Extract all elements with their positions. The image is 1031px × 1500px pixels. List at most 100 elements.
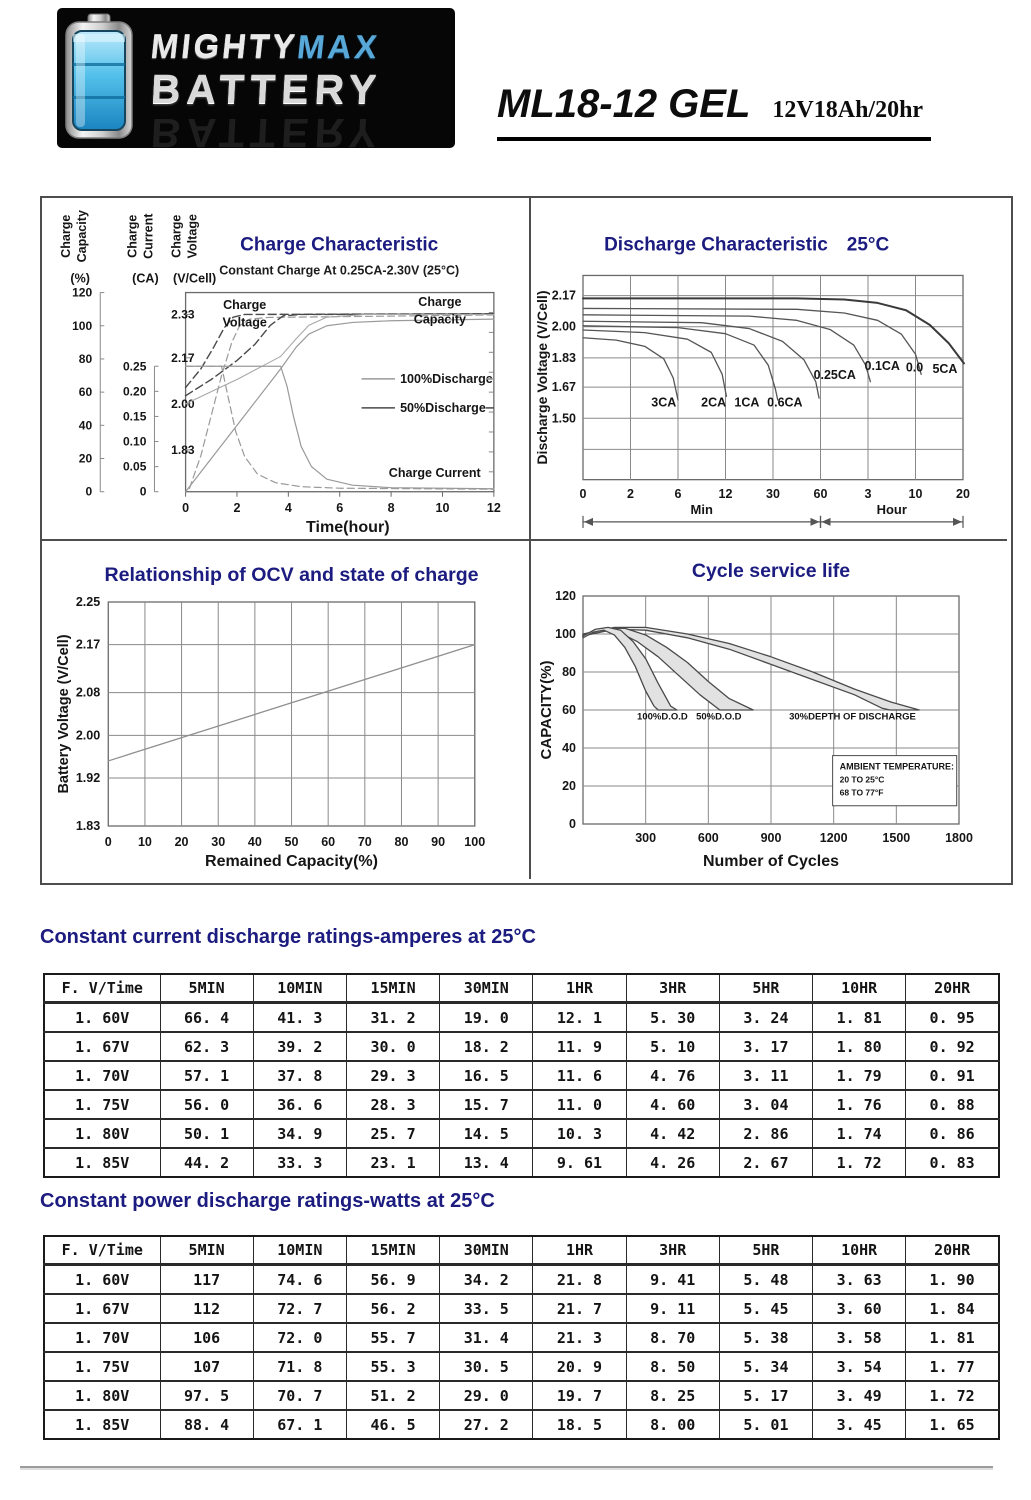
brand-logo: MIGHTYMAX BATTERY BATTERY <box>57 8 455 156</box>
tick-label: 3 <box>865 487 872 501</box>
tick-label: 2.25 <box>76 595 100 609</box>
voltage-row-header: 1. 70V <box>43 1060 161 1091</box>
annotation: 0.1CA <box>865 359 900 373</box>
arrowhead <box>810 517 820 526</box>
column-header: 5HR <box>718 973 814 1004</box>
value-cell: 21. 8 <box>532 1263 627 1295</box>
value-cell: 9. 41 <box>625 1263 720 1295</box>
value-cell: 3. 60 <box>812 1293 907 1324</box>
value-cell: 2. 86 <box>718 1118 814 1149</box>
series-charge-voltage-50pct-discharge <box>184 312 495 389</box>
annotation: 2CA <box>701 395 726 409</box>
tick-label: 1500 <box>882 831 910 845</box>
column-header: 15MIN <box>345 973 441 1004</box>
tick-label: 2.08 <box>76 686 100 700</box>
brand-word-mighty: MIGHTY <box>149 28 300 65</box>
voltage-row-header: 1. 60V <box>43 1263 161 1295</box>
table-row: 1. 67V 112 72. 7 56. 2 33. 5 21. 7 9. 11 5. 45 3… <box>43 1293 1000 1324</box>
value-cell: 5. 10 <box>625 1031 720 1062</box>
charts-panel: Charge Characteristic Constant Charge At … <box>40 196 1013 885</box>
value-cell: 8. 70 <box>625 1322 720 1353</box>
voltage-row-header: 1. 85V <box>43 1409 161 1440</box>
chart-title: Relationship of OCV and state of charge <box>104 564 478 586</box>
tick-label: 80 <box>562 665 576 679</box>
tick-label: 0.05 <box>123 460 147 474</box>
tick-label: 300 <box>635 831 656 845</box>
tick-label: 1.83 <box>171 443 195 457</box>
value-cell: 50. 1 <box>159 1118 254 1149</box>
product-model: ML18-12 GEL <box>497 82 751 126</box>
tick-label: 10 <box>909 487 923 501</box>
column-header: F. V/Time <box>43 973 161 1004</box>
column-header: 15MIN <box>345 1235 441 1266</box>
axis-title: Capacity <box>75 210 89 262</box>
value-cell: 56. 9 <box>345 1263 441 1295</box>
axis-title: Charge <box>125 215 139 258</box>
value-cell: 1. 81 <box>905 1322 1000 1353</box>
value-cell: 4. 26 <box>625 1147 720 1178</box>
tick-label: 2.00 <box>76 728 100 742</box>
value-cell: 27. 2 <box>439 1409 534 1440</box>
value-cell: 62. 3 <box>159 1031 254 1062</box>
value-cell: 4. 76 <box>625 1060 720 1091</box>
value-cell: 29. 0 <box>439 1380 534 1411</box>
value-cell: 1. 65 <box>905 1409 1000 1440</box>
tick-label: 2 <box>627 487 634 501</box>
brand-reflection: BATTERY <box>149 110 384 156</box>
chart-charge-characteristic: Charge Characteristic Constant Charge At … <box>59 210 501 536</box>
value-cell: 25. 7 <box>345 1118 441 1149</box>
value-cell: 3. 63 <box>812 1263 907 1295</box>
x-axis-title: Number of Cycles <box>703 853 839 870</box>
tick-label: 100 <box>464 835 485 849</box>
value-cell: 9. 11 <box>625 1293 720 1324</box>
value-cell: 31. 4 <box>439 1322 534 1353</box>
value-cell: 71. 8 <box>252 1351 347 1382</box>
value-cell: 106 <box>159 1322 254 1353</box>
value-cell: 70. 7 <box>252 1380 347 1411</box>
tick-label: 10 <box>138 835 152 849</box>
y-axis-title: Discharge Voltage (V/Cell) <box>534 290 550 464</box>
value-cell: 1. 72 <box>812 1147 907 1178</box>
tick-label: 2.17 <box>552 289 576 303</box>
value-cell: 37. 8 <box>252 1060 347 1091</box>
current-ratings-table: F. V/Time 5MIN 10MIN 15MIN 30MIN 1HR 3HR 5HR 10H… <box>43 973 1000 1178</box>
value-cell: 57. 1 <box>159 1060 254 1091</box>
series-charge-current-100pct-discharge <box>184 365 495 490</box>
annotation: 100%D.O.D <box>637 712 688 723</box>
value-cell: 3. 17 <box>718 1031 814 1062</box>
tick-label: 0 <box>86 485 93 499</box>
tick-label: 0 <box>105 835 112 849</box>
axis-unit: (CA) <box>132 271 158 285</box>
value-cell: 67. 1 <box>252 1409 347 1440</box>
tick-label: 0.15 <box>123 409 147 423</box>
axis-title: Charge <box>170 215 184 258</box>
tick-label: 20 <box>956 487 970 501</box>
tick-label: 80 <box>395 835 409 849</box>
value-cell: 31. 2 <box>345 1001 441 1033</box>
time-unit-label: Min <box>691 502 713 517</box>
chart-cell-discharge-characteristic: Discharge Characteristic 25°C Discharge Vo… <box>529 198 1007 539</box>
current-ratings-table-host: F. V/Time 5MIN 10MIN 15MIN 30MIN 1HR 3HR 5HR 10H… <box>43 973 1000 1178</box>
value-cell: 1. 77 <box>905 1351 1000 1382</box>
annotation: Charge <box>223 298 266 312</box>
value-cell: 21. 3 <box>532 1322 627 1353</box>
annotation: Voltage <box>222 316 266 330</box>
table-row: 1. 70V 106 72. 0 55. 7 31. 4 21. 3 8. 70 5. 38 3… <box>43 1322 1000 1353</box>
series-ocv-line <box>107 644 476 762</box>
tick-label: 2.00 <box>552 320 576 334</box>
series-charge-voltage-100pct-discharge <box>184 313 495 397</box>
value-cell: 55. 3 <box>345 1351 441 1382</box>
value-cell: 1. 84 <box>905 1293 1000 1324</box>
annotation: 0.0 <box>906 360 923 374</box>
value-cell: 21. 7 <box>532 1293 627 1324</box>
chart-cell-cycle-service-life: Cycle service life CAPACITY(%) 300 600 900 12… <box>529 539 1007 879</box>
value-cell: 5. 45 <box>718 1293 814 1324</box>
value-cell: 9. 61 <box>532 1147 627 1178</box>
header-row: F. V/Time 5MIN 10MIN 15MIN 30MIN 1HR 3HR 5HR 10H… <box>43 1235 1000 1266</box>
power-ratings-table: F. V/Time 5MIN 10MIN 15MIN 30MIN 1HR 3HR 5HR 10H… <box>43 1235 1000 1440</box>
tick-label: 2.33 <box>171 307 195 321</box>
tick-label: 1.92 <box>76 771 100 785</box>
tick-label: 60 <box>321 835 335 849</box>
value-cell: 3. 45 <box>812 1409 907 1440</box>
